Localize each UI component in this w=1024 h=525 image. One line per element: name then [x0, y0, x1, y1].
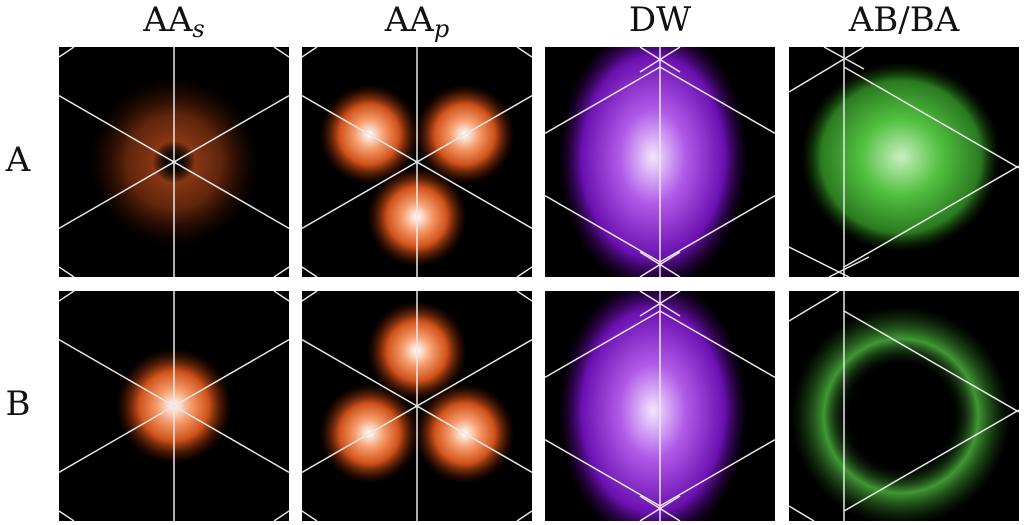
- column-header: DW: [629, 0, 691, 40]
- guide-line: [659, 310, 775, 379]
- guide-line: [516, 510, 532, 521]
- header-subscript: p: [434, 15, 449, 43]
- guide-line: [273, 47, 289, 58]
- guide-line: [659, 66, 775, 135]
- panel: [59, 47, 289, 277]
- guide-line: [843, 409, 1019, 512]
- panel: [59, 291, 289, 521]
- guide-line: [843, 66, 1019, 169]
- guide-line: [302, 94, 532, 230]
- guide-line: [59, 510, 75, 521]
- guide-line: [789, 291, 840, 322]
- guide-line: [639, 47, 681, 73]
- panel: [789, 291, 1019, 521]
- guide-line: [639, 495, 681, 521]
- guide-line: [59, 47, 75, 58]
- guide-line: [302, 338, 532, 474]
- column-header: AB/BA: [848, 0, 960, 40]
- guide-line: [639, 251, 681, 277]
- guide-line: [789, 505, 815, 521]
- panel: [302, 291, 532, 521]
- panel: [545, 291, 775, 521]
- density-blob: [558, 291, 748, 521]
- guide-line: [302, 510, 318, 521]
- guide-line: [545, 438, 661, 507]
- guide-line: [545, 194, 661, 263]
- guide-line: [59, 266, 75, 277]
- row-label: B: [6, 384, 31, 424]
- guide-line: [545, 310, 661, 379]
- header-subscript: s: [192, 15, 204, 43]
- panel: [302, 47, 532, 277]
- guide-line: [302, 266, 318, 277]
- guide-line: [639, 291, 681, 317]
- density-blob: [791, 306, 1011, 521]
- guide-line: [516, 291, 532, 302]
- header-label: AB/BA: [848, 0, 960, 40]
- guide-line: [59, 94, 289, 230]
- guide-line: [302, 291, 318, 302]
- panel: [789, 47, 1019, 277]
- row-label: A: [5, 140, 31, 180]
- column-header: AAs: [142, 0, 204, 43]
- density-blob: [558, 47, 748, 277]
- header-label: DW: [629, 0, 691, 40]
- guide-line: [273, 266, 289, 277]
- guide-line: [273, 510, 289, 521]
- density-blob: [801, 62, 1001, 252]
- guide-line: [516, 47, 532, 58]
- header-label: AA: [384, 0, 435, 40]
- guide-line: [843, 310, 1019, 413]
- guide-line: [789, 47, 865, 93]
- guide-line: [545, 66, 661, 135]
- guide-line: [659, 438, 775, 507]
- guide-line: [659, 194, 775, 263]
- guide-line: [59, 291, 75, 302]
- header-label: AA: [142, 0, 193, 40]
- column-header: AAp: [384, 0, 449, 43]
- guide-line: [823, 47, 865, 70]
- guide-line: [843, 165, 1019, 268]
- guide-line: [59, 338, 289, 474]
- guide-line: [302, 47, 318, 58]
- guide-line: [828, 256, 870, 277]
- panel: [545, 47, 775, 277]
- guide-line: [516, 266, 532, 277]
- guide-line: [273, 291, 289, 302]
